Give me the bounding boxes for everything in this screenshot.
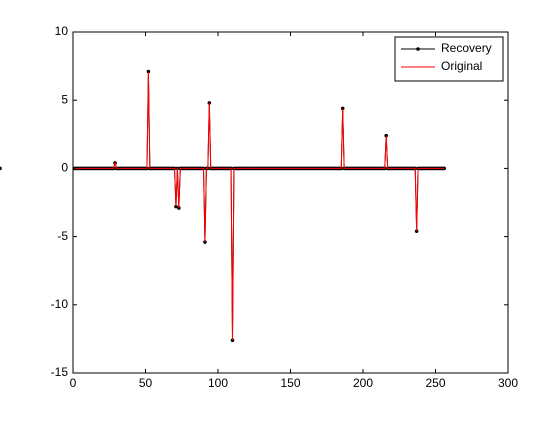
x-tick-label: 150 [280, 376, 300, 390]
x-tick-label: 250 [425, 376, 445, 390]
x-tick-label: 300 [498, 376, 518, 390]
legend-label: Original [441, 59, 482, 73]
legend-label: Recovery [441, 41, 492, 55]
x-tick-label: 50 [139, 376, 153, 390]
plot-area [73, 32, 508, 373]
y-tick-label: 0 [61, 161, 68, 175]
axes-box [72, 31, 509, 374]
point-marker [0, 166, 2, 171]
x-tick-label: 200 [353, 376, 373, 390]
y-tick-label: -15 [51, 365, 69, 379]
y-tick-label: 5 [61, 92, 68, 106]
legend-box [394, 36, 504, 82]
y-tick-label: -10 [51, 297, 69, 311]
legend-marker [416, 47, 420, 51]
x-tick-label: 100 [208, 376, 228, 390]
point-marker [230, 338, 235, 343]
x-tick-label: 0 [70, 376, 77, 390]
y-tick-label: 10 [55, 24, 69, 38]
series-line [74, 71, 445, 341]
y-tick-label: -5 [57, 229, 68, 243]
